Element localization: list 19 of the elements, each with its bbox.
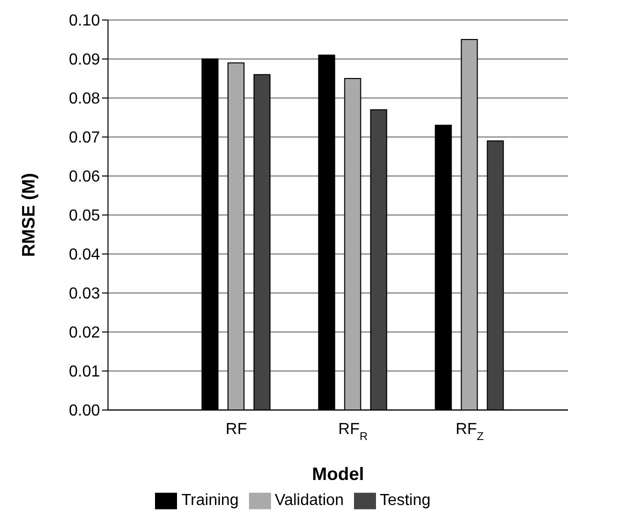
x-axis-title: Model [312, 464, 364, 484]
y-tick-label: 0.10 [68, 12, 100, 30]
y-tick-label: 0.00 [68, 402, 100, 420]
y-tick-label: 0.01 [68, 364, 100, 381]
y-tick-label: 0.04 [68, 246, 100, 264]
legend-label: Training [181, 492, 239, 510]
y-tick-label: 0.07 [68, 130, 100, 147]
y-tick-label: 0.09 [68, 52, 100, 69]
x-tick-label: RF$_{R}$ [338, 421, 368, 443]
x-tick-label: RF [226, 421, 248, 438]
y-tick-label: 0.06 [68, 168, 100, 186]
legend-label: Testing [380, 492, 430, 510]
legend-label: Validation [274, 492, 344, 510]
x-tick-label: RF$_{Z}$ [456, 421, 484, 443]
y-tick-label: 0.08 [68, 90, 100, 108]
y-axis-title: RMSE (M) [18, 173, 38, 257]
y-tick-label: 0.03 [68, 286, 100, 303]
y-tick-label: 0.02 [68, 324, 100, 342]
y-tick-label: 0.05 [68, 208, 100, 225]
